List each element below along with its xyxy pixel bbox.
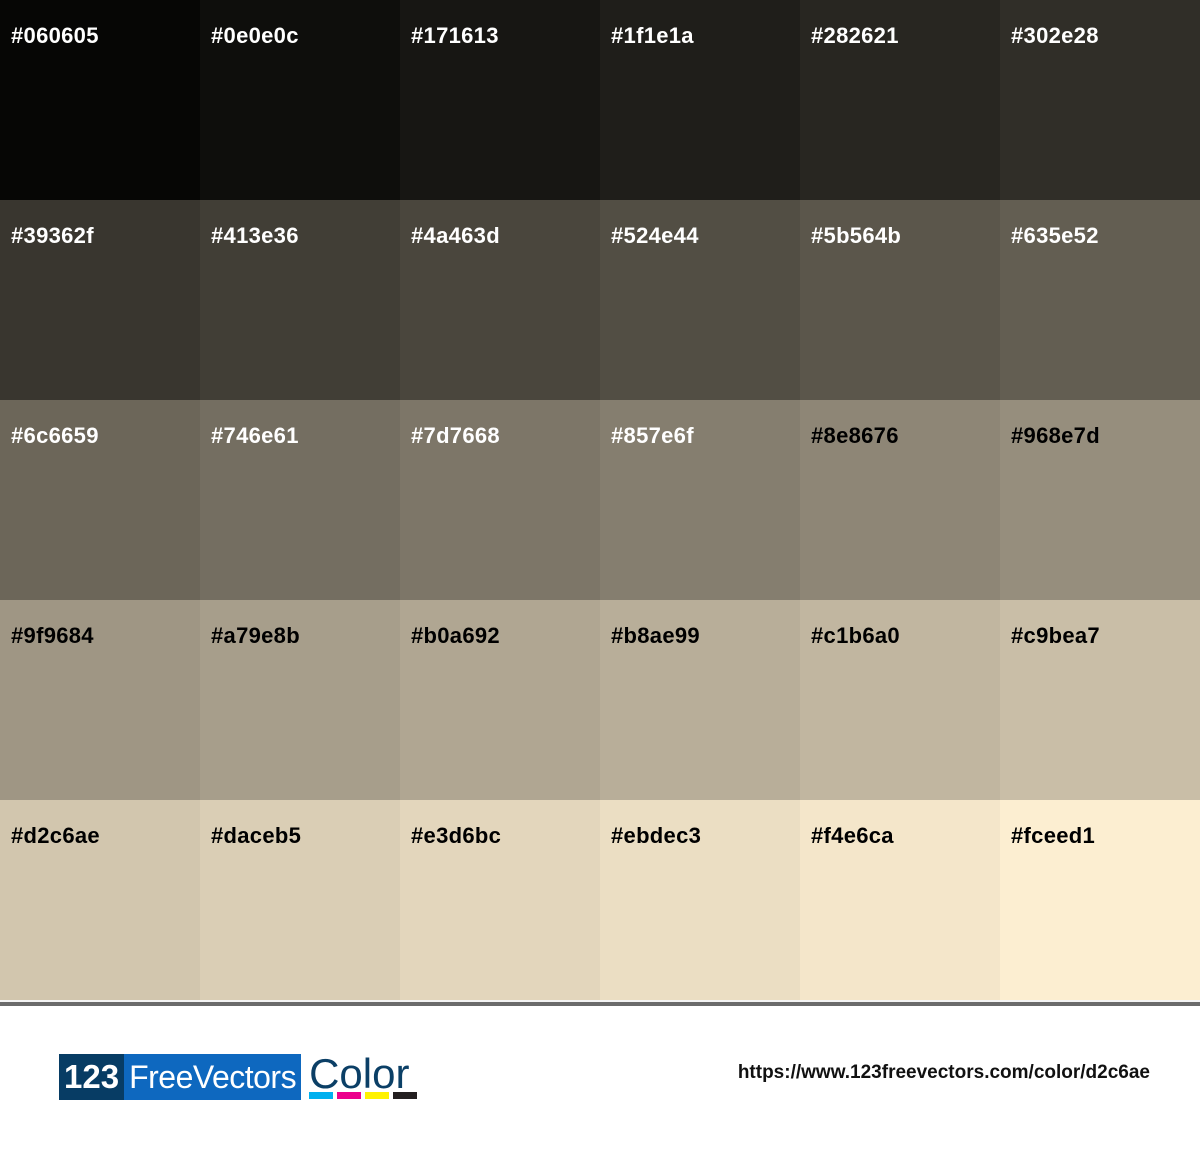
color-swatch[interactable]: #f4e6ca: [800, 800, 1000, 1000]
logo-color: Color: [309, 1050, 418, 1100]
swatch-hex-label: #968e7d: [1011, 423, 1100, 448]
swatch-hex-label: #daceb5: [211, 823, 302, 848]
swatch-hex-label: #635e52: [1011, 223, 1099, 248]
swatch-hex-label: #8e8676: [811, 423, 899, 448]
color-swatch[interactable]: #968e7d: [1000, 400, 1200, 600]
swatch-hex-label: #b0a692: [411, 623, 500, 648]
color-swatch[interactable]: #e3d6bc: [400, 800, 600, 1000]
color-swatch[interactable]: #302e28: [1000, 0, 1200, 200]
cmyk-bar: [393, 1092, 418, 1099]
swatch-hex-label: #7d7668: [411, 423, 500, 448]
color-swatch[interactable]: #b8ae99: [600, 600, 800, 800]
color-swatch[interactable]: #fceed1: [1000, 800, 1200, 1000]
swatch-hex-label: #b8ae99: [611, 623, 700, 648]
color-swatch[interactable]: #c1b6a0: [800, 600, 1000, 800]
color-swatch[interactable]: #524e44: [600, 200, 800, 400]
swatch-hex-label: #302e28: [1011, 23, 1099, 48]
swatch-hex-label: #a79e8b: [211, 623, 300, 648]
color-swatch[interactable]: #c9bea7: [1000, 600, 1200, 800]
color-swatch[interactable]: #9f9684: [0, 600, 200, 800]
color-swatch[interactable]: #a79e8b: [200, 600, 400, 800]
logo-123: 123: [59, 1054, 125, 1100]
color-swatch[interactable]: #8e8676: [800, 400, 1000, 600]
swatch-hex-label: #9f9684: [11, 623, 94, 648]
swatch-hex-label: #0e0e0c: [211, 23, 299, 48]
swatch-hex-label: #4a463d: [411, 223, 500, 248]
swatch-hex-label: #171613: [411, 23, 499, 48]
color-swatch[interactable]: #746e61: [200, 400, 400, 600]
color-swatch[interactable]: #0e0e0c: [200, 0, 400, 200]
swatch-hex-label: #d2c6ae: [11, 823, 100, 848]
swatch-hex-label: #857e6f: [611, 423, 694, 448]
color-swatch[interactable]: #7d7668: [400, 400, 600, 600]
color-swatch[interactable]: #39362f: [0, 200, 200, 400]
logo-123freevectors-color[interactable]: 123 FreeVectors Color: [59, 1050, 418, 1100]
color-swatch[interactable]: #060605: [0, 0, 200, 200]
swatch-hex-label: #39362f: [11, 223, 94, 248]
swatch-hex-label: #ebdec3: [611, 823, 702, 848]
swatch-hex-label: #524e44: [611, 223, 699, 248]
swatch-hex-label: #060605: [11, 23, 99, 48]
swatch-hex-label: #746e61: [211, 423, 299, 448]
color-swatch[interactable]: #daceb5: [200, 800, 400, 1000]
color-swatch[interactable]: #1f1e1a: [600, 0, 800, 200]
logo-freevectors: FreeVectors: [124, 1054, 302, 1100]
color-swatch[interactable]: #4a463d: [400, 200, 600, 400]
swatch-hex-label: #fceed1: [1011, 823, 1096, 848]
swatch-hex-label: #e3d6bc: [411, 823, 502, 848]
swatch-hex-label: #282621: [811, 23, 899, 48]
swatch-hex-label: #f4e6ca: [811, 823, 894, 848]
color-swatch[interactable]: #413e36: [200, 200, 400, 400]
swatch-hex-label: #1f1e1a: [611, 23, 694, 48]
color-swatch[interactable]: #d2c6ae: [0, 800, 200, 1000]
swatch-hex-label: #6c6659: [11, 423, 99, 448]
color-swatch[interactable]: #857e6f: [600, 400, 800, 600]
swatch-hex-label: #c9bea7: [1011, 623, 1100, 648]
color-swatch[interactable]: #b0a692: [400, 600, 600, 800]
color-swatch[interactable]: #635e52: [1000, 200, 1200, 400]
color-swatch-grid: #060605 #0e0e0c #171613 #1f1e1a #282621 #302e…: [0, 0, 1200, 1000]
page-url[interactable]: https://www.123freevectors.com/color/d2c…: [737, 1062, 1150, 1083]
cmyk-bar: [365, 1092, 390, 1099]
color-swatch[interactable]: #282621: [800, 0, 1000, 200]
divider-gap: [0, 1000, 1200, 1002]
color-swatch[interactable]: #171613: [400, 0, 600, 200]
swatch-hex-label: #5b564b: [811, 223, 902, 248]
color-swatch[interactable]: #6c6659: [0, 400, 200, 600]
logo-color-text: Color: [309, 1050, 410, 1097]
swatch-hex-label: #c1b6a0: [811, 623, 900, 648]
cmyk-bar: [309, 1092, 334, 1099]
color-swatch[interactable]: #5b564b: [800, 200, 1000, 400]
cmyk-bars: [309, 1092, 418, 1099]
swatch-hex-label: #413e36: [211, 223, 299, 248]
divider: [0, 1002, 1200, 1006]
cmyk-bar: [337, 1092, 362, 1099]
color-swatch[interactable]: #ebdec3: [600, 800, 800, 1000]
